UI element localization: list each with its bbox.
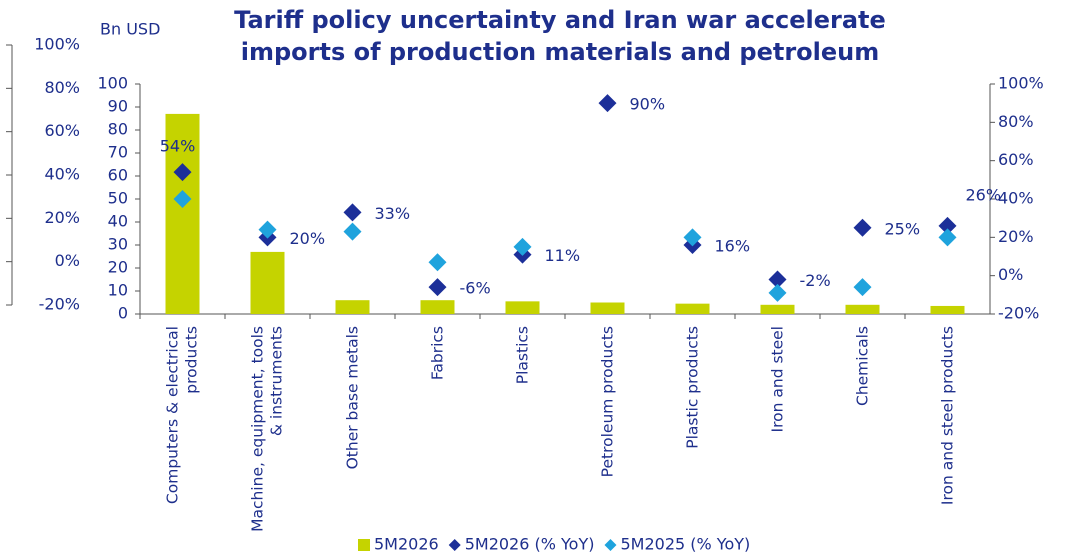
bar [250, 251, 285, 314]
y3-tick-label: 0% [55, 251, 80, 270]
y3-tick-label: -20% [39, 295, 80, 314]
y2-tick-label: 40% [998, 189, 1034, 208]
y-tick-label: 70 [108, 143, 128, 162]
bar [760, 304, 795, 314]
y-tick-label: 20 [108, 258, 128, 277]
diamond-marker [853, 278, 872, 297]
x-tick-label: Plastics [513, 326, 531, 385]
x-tick-label: Iron and steel [768, 326, 786, 433]
data-label: 11% [545, 246, 581, 265]
y-tick-label: 80 [108, 120, 128, 139]
chart-title: Tariff policy uncertainty and Iran war a… [234, 6, 886, 66]
x-tick-label: Other base metals [343, 326, 361, 470]
y3-tick-label: 80% [44, 78, 80, 97]
y3-tick-label: 40% [44, 165, 80, 184]
data-label: 26% [966, 185, 1002, 204]
diamond-marker [428, 278, 447, 297]
bar [675, 303, 710, 314]
diamond-marker [938, 228, 957, 247]
data-label: -2% [800, 271, 831, 290]
diamond-marker [853, 218, 872, 237]
diamond-marker [428, 253, 447, 272]
diamond-marker [258, 220, 277, 239]
bar [165, 113, 200, 315]
x-tick-label: Fabrics [428, 326, 446, 381]
y-tick-label: 0 [118, 304, 128, 323]
bar [845, 304, 880, 314]
data-label: 90% [630, 95, 666, 114]
legend-label: 5M2025 (% YoY) [620, 535, 750, 554]
y3-tick-label: 60% [44, 121, 80, 140]
y-tick-label: 10 [108, 281, 128, 300]
y2-tick-label: 60% [998, 150, 1034, 169]
y3-tick-label: 20% [44, 208, 80, 227]
data-label: 16% [715, 237, 751, 256]
data-label: 20% [290, 229, 326, 248]
y2-tick-label: -20% [998, 304, 1039, 323]
diamond-marker [598, 94, 617, 113]
legend-swatch [604, 539, 617, 551]
diamond-marker [938, 216, 957, 235]
y2-tick-label: 100% [998, 74, 1044, 93]
y2-tick-label: 0% [998, 265, 1023, 284]
x-tick-label: Machine, equipment, tools & instruments [248, 326, 286, 532]
x-tick-label: Plastic products [683, 326, 701, 449]
legend-swatch [358, 539, 370, 551]
y-tick-label: 90 [108, 97, 128, 116]
data-label: -6% [460, 279, 491, 298]
diamond-marker [683, 228, 702, 247]
bar [420, 300, 455, 314]
data-label: 54% [160, 137, 196, 156]
diamond-marker [513, 237, 532, 256]
data-label: 33% [375, 204, 411, 223]
legend-swatch [448, 539, 461, 551]
x-tick-label: Petroleum products [598, 326, 616, 478]
legend-label: 5M2026 [374, 535, 439, 554]
diamond-marker [768, 283, 787, 302]
y-tick-label: 40 [108, 212, 128, 231]
diamond-marker [173, 163, 192, 182]
y2-tick-label: 20% [998, 227, 1034, 246]
y3-tick-label: 100% [34, 35, 80, 54]
y-axis-label: Bn USD [100, 20, 160, 39]
diamond-marker [343, 222, 362, 241]
bar [930, 305, 965, 314]
y-tick-label: 60 [108, 166, 128, 185]
bar [505, 301, 540, 314]
diamond-marker [768, 270, 787, 289]
diamond-marker [343, 203, 362, 222]
data-label: 25% [885, 219, 921, 238]
y-tick-label: 30 [108, 235, 128, 254]
bar [335, 300, 370, 314]
y-tick-label: 50 [108, 189, 128, 208]
x-tick-label: Iron and steel products [938, 326, 956, 506]
legend-label: 5M2026 (% YoY) [465, 535, 595, 554]
x-tick-label: Computers & electrical products [163, 326, 201, 505]
x-tick-label: Chemicals [853, 326, 871, 406]
diamond-marker [173, 190, 192, 208]
y-tick-label: 100 [97, 74, 128, 93]
y2-tick-label: 80% [998, 112, 1034, 131]
bar [590, 302, 625, 314]
